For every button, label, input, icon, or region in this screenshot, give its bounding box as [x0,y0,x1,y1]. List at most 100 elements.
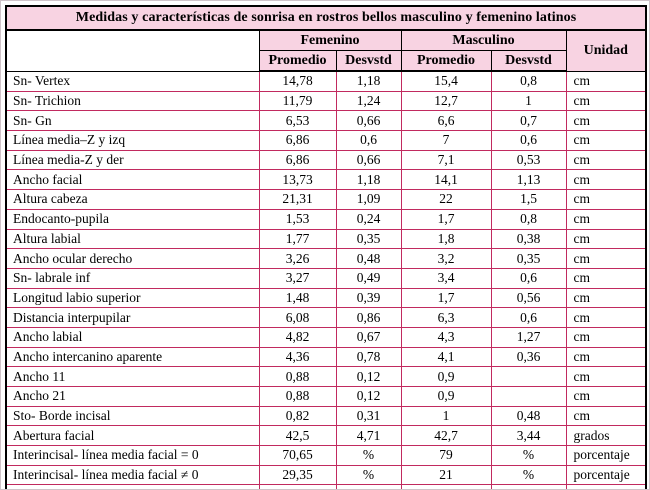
cell-masculino-desvstd: 3,44 [490,425,567,447]
cell-femenino-desvstd: 1,18 [335,70,402,92]
cell-femenino-promedio: 21,31 [258,189,337,210]
cell-masculino-promedio: 79 [400,445,492,466]
cell-unidad: cm [565,267,647,289]
title-row: Medidas y características de sonrisa en … [5,5,647,31]
cell-masculino-promedio [400,484,492,489]
table-row: Distancia interpupilar 6,08 0,86 6,3 0,6… [5,307,647,328]
cell-femenino-desvstd: 0,66 [335,110,402,132]
table-row: Abertura facial 42,5 4,71 42,7 3,44 grad… [5,425,647,447]
cell-femenino-desvstd: 0,86 [335,307,402,328]
cell-unidad: cm [565,346,647,368]
table-row: Sn- Trichion 11,79 1,24 12,7 1 cm [5,90,647,112]
cell-femenino-promedio: 6,86 [258,149,337,171]
cell-masculino-desvstd: 0,6 [490,130,567,151]
cell-masculino-promedio: 3,2 [400,248,492,269]
row-label: Ancho 11 [5,366,260,387]
cell-masculino-desvstd: % [490,445,567,466]
cell-femenino-desvstd: 0,24 [335,208,402,230]
cell-femenino-desvstd: 0,49 [335,267,402,289]
cell-masculino-desvstd: 1,27 [490,326,567,348]
cell-masculino-desvstd: 0,38 [490,228,567,250]
cell-unidad: grados [565,425,647,447]
cell-masculino-desvstd: 0,6 [490,267,567,289]
column-header-femenino-promedio: Promedio [258,50,337,72]
cell-masculino-promedio: 4,3 [400,326,492,348]
cell-femenino-desvstd: 1,24 [335,90,402,112]
cell-masculino-desvstd: 0,35 [490,248,567,269]
cell-masculino-desvstd: 0,8 [490,208,567,230]
cell-unidad: cm [565,287,647,309]
cell-femenino-desvstd: 0,78 [335,346,402,368]
cell-femenino-desvstd: 0,67 [335,326,402,348]
row-label: Sn- Trichion [5,90,260,112]
cell-femenino-desvstd: 0,6 [335,130,402,151]
cell-femenino-promedio: 6,86 [258,130,337,151]
table-row: Ancho labial 4,82 0,67 4,3 1,27 cm [5,326,647,348]
cell-unidad: cm [565,248,647,269]
cell-femenino-desvstd: % [335,464,402,486]
cell-masculino-desvstd: 1 [490,90,567,112]
cell-unidad: cm [565,70,647,92]
cell-masculino-desvstd [490,366,567,387]
cell-masculino-desvstd: 0,56 [490,287,567,309]
row-label: Ancho labial [5,326,260,348]
column-group-masculino: Masculino [400,29,567,51]
cell-femenino-promedio: 11,79 [258,90,337,112]
cell-femenino-promedio: 4,36 [258,346,337,368]
cell-masculino-promedio: 1,7 [400,287,492,309]
sub-header-row: Promedio Desvstd Promedio Desvstd [6,50,646,72]
cell-masculino-promedio: 1,7 [400,208,492,230]
table-header: Medidas y características de sonrisa en … [5,5,647,72]
cell-unidad: cm [565,90,647,112]
cell-unidad [565,484,647,489]
cell-femenino-desvstd: 1,18 [335,169,402,191]
row-label: Interincisal- línea media facial = 0 [5,445,260,466]
cell-masculino-promedio: 7,1 [400,149,492,171]
smile-measurements-table: Medidas y características de sonrisa en … [5,5,648,489]
cell-masculino-desvstd: 0,53 [490,149,567,171]
table-row: Interincisal- línea media facial ≠ 0 29,… [5,464,647,486]
cell-femenino-promedio: 3,26 [258,248,337,269]
table-row: Ancho 21 0,88 0,12 0,9 cm [5,386,647,407]
cell-femenino-promedio: 0,82 [258,405,337,427]
cell-femenino-promedio: 1,48 [258,287,337,309]
table-row: Longitud labio superior 1,48 0,39 1,7 0,… [5,287,647,309]
table-title: Medidas y características de sonrisa en … [5,5,647,31]
column-header-masculino-desvstd: Desvstd [490,50,567,72]
row-label: Línea media-Z y der [5,149,260,171]
cell-masculino-desvstd: 0,7 [490,110,567,132]
table-row: Altura cabeza 21,31 1,09 22 1,5 cm [5,189,647,210]
cell-masculino-desvstd: 0,36 [490,346,567,368]
cell-masculino-desvstd: % [490,464,567,486]
table-row: Sn- Vertex 14,78 1,18 15,4 0,8 cm [5,70,647,92]
table-row: Interincisal- línea media facial = 0 70,… [5,445,647,466]
cell-masculino-promedio: 0,9 [400,366,492,387]
cell-femenino-promedio: 0,88 [258,366,337,387]
cell-unidad: cm [565,307,647,328]
table-row: Sn- labrale inf 3,27 0,49 3,4 0,6 cm [5,267,647,289]
cell-masculino-desvstd [490,484,567,489]
column-group-femenino: Femenino [258,29,402,51]
cell-unidad: cm [565,110,647,132]
partial-cutoff-row [5,484,647,489]
corner-empty-cell [5,29,260,72]
row-label: Abertura facial [5,425,260,447]
column-header-unidad: Unidad [565,29,647,72]
row-label: Endocanto-pupila [5,208,260,230]
table-row: Ancho intercanino aparente 4,36 0,78 4,1… [5,346,647,368]
row-label: Altura cabeza [5,189,260,210]
cell-masculino-promedio: 1,8 [400,228,492,250]
table-row: Altura labial 1,77 0,35 1,8 0,38 cm [5,228,647,250]
cell-femenino-desvstd: % [335,445,402,466]
row-label: Interincisal- línea media facial ≠ 0 [5,464,260,486]
cell-unidad: porcentaje [565,445,647,466]
cell-masculino-desvstd: 1,5 [490,189,567,210]
cell-masculino-desvstd: 0,6 [490,307,567,328]
table-row: Ancho 11 0,88 0,12 0,9 cm [5,366,647,387]
cell-femenino-desvstd: 0,31 [335,405,402,427]
cell-masculino-desvstd [490,386,567,407]
cell-femenino-desvstd: 4,71 [335,425,402,447]
cell-femenino-desvstd: 1,09 [335,189,402,210]
cell-unidad: cm [565,405,647,427]
